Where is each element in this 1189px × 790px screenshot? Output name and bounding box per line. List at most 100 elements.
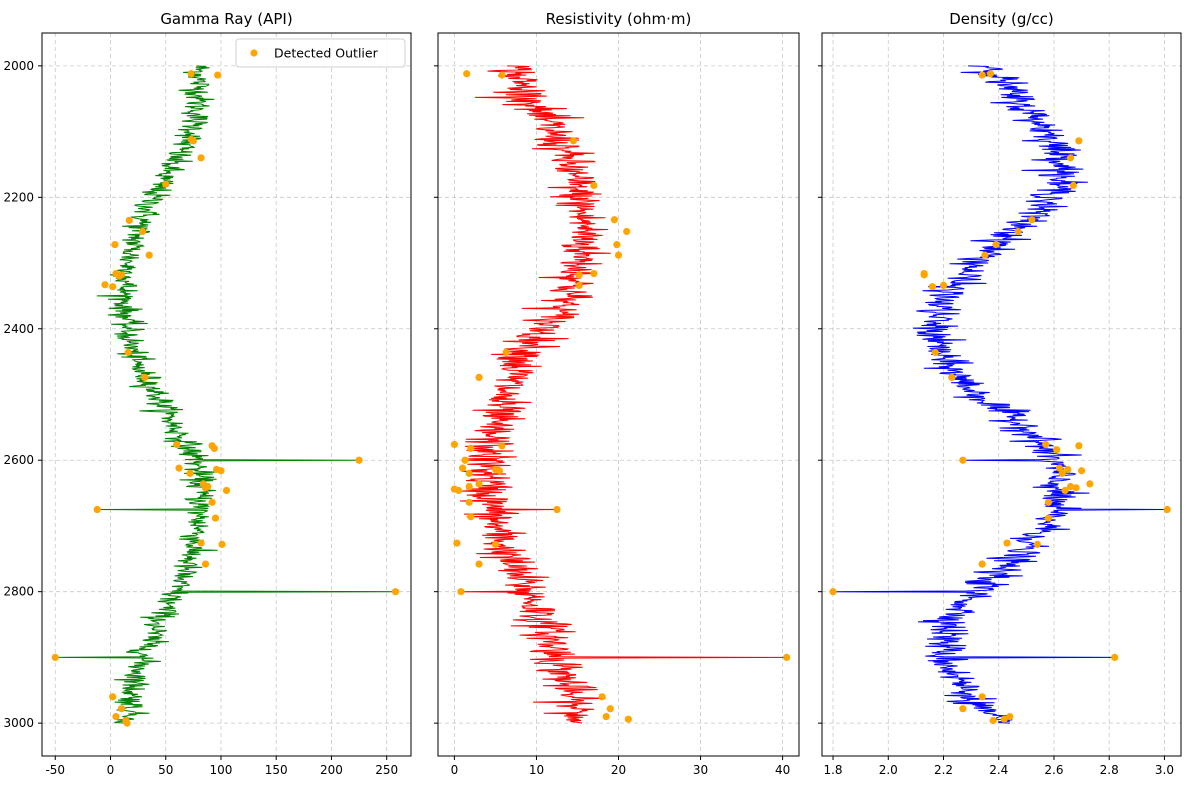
outlier-point: [211, 514, 220, 522]
outlier-point: [453, 539, 461, 547]
y-tick-label: 2600: [3, 453, 34, 467]
outlier-point: [218, 540, 226, 548]
outlier-point: [210, 444, 218, 452]
axes-frame: [41, 32, 412, 757]
outlier-point: [575, 281, 583, 289]
outlier-point: [124, 348, 132, 357]
outlier-point: [208, 498, 216, 506]
outlier-point: [465, 498, 473, 506]
outlier-point: [217, 467, 225, 475]
outlier-point: [115, 272, 123, 280]
outlier-point: [986, 70, 995, 78]
outlier-point: [187, 70, 195, 78]
y-tick-label: 3000: [3, 716, 34, 730]
outlier-point: [465, 482, 473, 491]
x-tick-label: 2.0: [879, 763, 898, 777]
panel-title: Resistivity (ohm·m): [546, 10, 692, 28]
outlier-point: [355, 456, 363, 464]
outlier-point: [498, 442, 506, 450]
x-tick-label: 50: [158, 763, 173, 777]
outlier-point: [1028, 216, 1036, 224]
outlier-point: [1014, 227, 1022, 236]
x-tick-label: 40: [775, 763, 790, 777]
outlier-point: [1058, 469, 1066, 477]
outlier-point: [1086, 480, 1094, 488]
y-tick-label: 2400: [3, 322, 34, 336]
log-curve-1: [55, 65, 396, 724]
outlier-point: [475, 480, 483, 488]
outlier-point: [978, 693, 986, 701]
legend-marker: [250, 49, 258, 57]
log-curve-2: [459, 65, 787, 724]
outlier-point: [175, 464, 183, 472]
outlier-point: [498, 71, 506, 79]
outlier-point: [606, 705, 614, 713]
outlier-point: [992, 241, 1000, 249]
outlier-point: [1072, 484, 1080, 492]
outlier-point: [214, 71, 222, 79]
outlier-point: [450, 440, 459, 449]
x-tick-label: 10: [529, 763, 544, 777]
outlier-point: [590, 269, 598, 278]
legend-box: [235, 38, 406, 68]
outlier-point: [222, 486, 231, 495]
outlier-point: [475, 373, 483, 382]
outlier-point: [1111, 653, 1119, 662]
outlier-point: [51, 653, 59, 662]
panel-1: -50 0 50 100 150 200 250 2000 2200 2400 2600 2800 30…: [3, 10, 412, 777]
log-curve-3: [832, 65, 1168, 724]
outlier-point: [1077, 467, 1086, 475]
outlier-point: [465, 469, 473, 477]
outlier-point: [109, 283, 117, 291]
outlier-point: [1000, 715, 1008, 723]
y-tick-label: 2000: [3, 59, 34, 73]
outlier-point: [1033, 540, 1041, 548]
outlier-point: [948, 373, 956, 382]
outlier-point: [624, 715, 632, 723]
x-tick-label: 1.8: [823, 763, 842, 777]
outlier-point: [602, 712, 610, 721]
x-tick-label: 150: [265, 763, 288, 777]
outlier-point: [1069, 181, 1077, 190]
outlier-point: [1053, 446, 1061, 454]
outlier-point: [125, 216, 133, 224]
x-tick-label: 100: [210, 763, 233, 777]
legend-label: Detected Outlier: [274, 46, 379, 61]
outlier-point: [928, 283, 937, 291]
outlier-point: [111, 241, 119, 249]
outlier-point: [569, 137, 577, 145]
outlier-point: [613, 241, 621, 249]
outlier-point: [1003, 539, 1011, 547]
outlier-point: [197, 154, 205, 162]
y-tick-label: 2800: [3, 585, 34, 599]
outlier-point: [463, 70, 471, 78]
outlier-point: [461, 456, 469, 464]
outlier-point: [186, 469, 194, 477]
y-tick-label: 2200: [3, 190, 34, 204]
outlier-point: [1075, 137, 1083, 145]
outlier-point: [959, 705, 967, 713]
outlier-point: [978, 71, 986, 79]
outlier-point: [553, 505, 561, 514]
outlier-point: [931, 348, 939, 357]
outlier-point: [783, 653, 791, 662]
axes-frame: [821, 32, 1182, 757]
outlier-point: [989, 716, 997, 725]
x-tick-label: 30: [693, 763, 708, 777]
outlier-point: [1061, 486, 1069, 495]
outlier-point: [1066, 154, 1075, 162]
legend: Detected Outlier: [235, 38, 406, 68]
x-tick-label: 2.4: [989, 763, 1008, 777]
outlier-point: [1163, 505, 1171, 514]
outlier-point: [475, 560, 483, 568]
outlier-point: [189, 137, 197, 145]
outlier-point: [1075, 442, 1083, 450]
outlier-point: [1006, 712, 1014, 721]
outlier-point: [939, 281, 948, 289]
outlier-point: [495, 467, 504, 475]
outlier-point: [117, 705, 126, 713]
outlier-point: [459, 464, 467, 472]
outlier-point: [610, 216, 618, 224]
outlier-point: [457, 588, 465, 596]
